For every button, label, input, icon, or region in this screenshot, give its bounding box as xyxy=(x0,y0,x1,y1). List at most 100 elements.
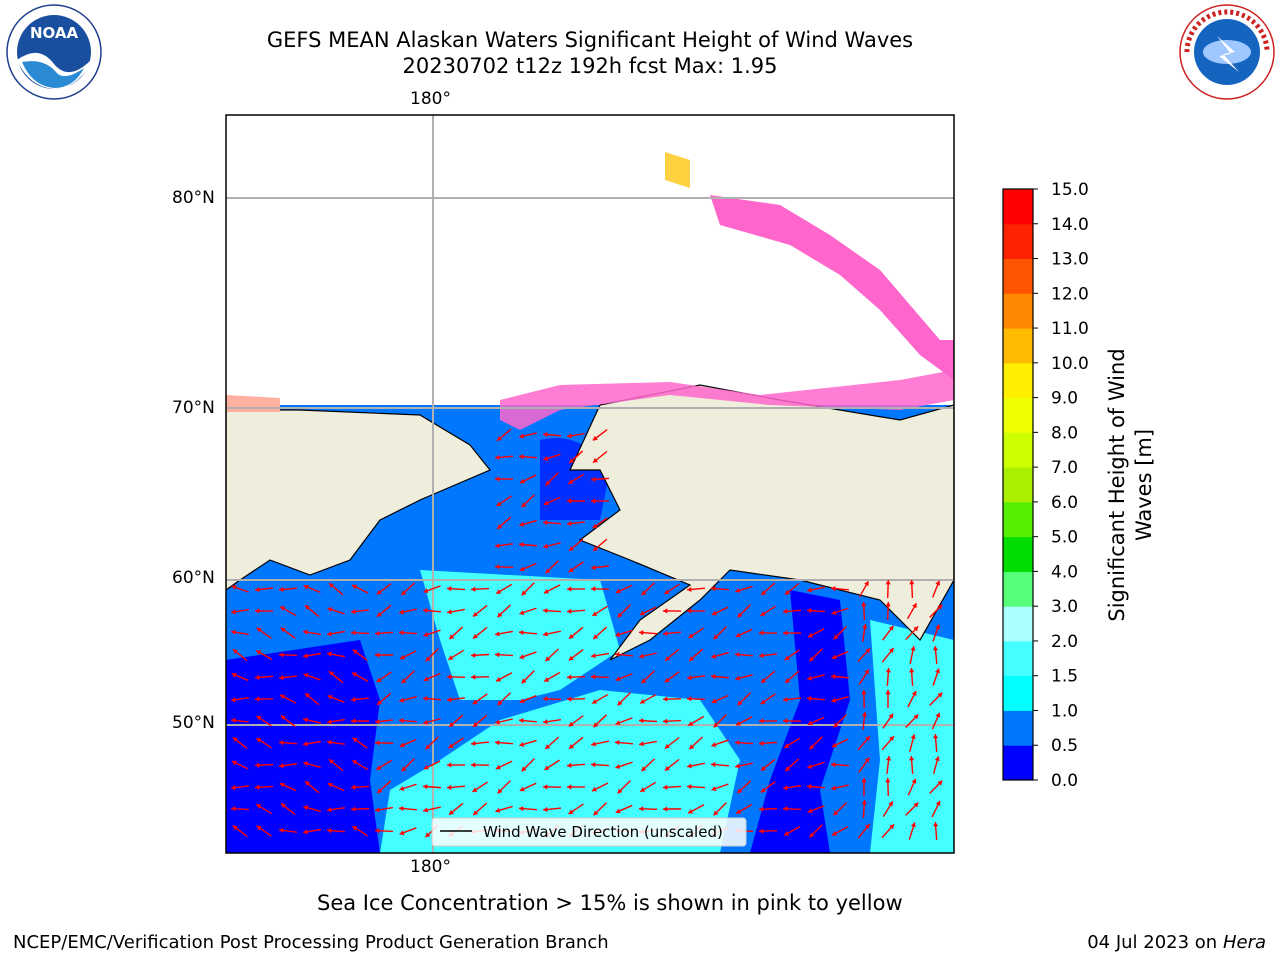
wave-direction-arrowhead xyxy=(711,610,717,616)
wave-direction-arrowhead xyxy=(912,603,917,609)
colorbar-tick-label: 1.0 xyxy=(1051,701,1078,721)
wave-direction-arrowhead xyxy=(784,743,790,748)
wave-direction-arrowhead xyxy=(735,632,741,638)
wave-direction-arrowhead xyxy=(937,604,943,610)
wave-direction-arrowhead xyxy=(909,668,915,673)
colorbar-segment xyxy=(1003,467,1033,503)
wave-direction-arrowhead xyxy=(255,586,260,593)
wave-direction-arrowhead xyxy=(865,648,871,654)
wave-direction-arrowhead xyxy=(327,739,332,745)
wave-direction-arrowhead xyxy=(447,762,452,768)
wave-direction-arrowhead xyxy=(783,696,788,703)
wave-direction-arrowhead xyxy=(425,656,431,662)
wave-direction-arrowhead xyxy=(423,676,429,682)
wave-direction-arrowhead xyxy=(521,766,527,772)
wave-direction-arrowhead xyxy=(303,829,308,835)
wave-direction-arrowhead xyxy=(233,649,238,655)
wave-direction-arrowhead xyxy=(639,630,644,636)
wave-direction-arrowhead xyxy=(519,521,525,527)
wave-direction-arrowhead xyxy=(711,698,717,704)
wave-direction-arrowhead xyxy=(543,696,548,702)
wave-direction-arrowhead xyxy=(737,612,743,618)
wave-direction-arrowhead xyxy=(784,655,790,661)
wave-direction-arrowhead xyxy=(567,498,572,504)
land-alaska xyxy=(569,384,954,661)
wave-direction-arrowhead xyxy=(807,632,813,638)
wave-direction-arrowhead xyxy=(423,696,428,702)
chart-title: GEFS MEAN Alaskan Waters Significant Hei… xyxy=(266,28,914,52)
svg-text:NOAA: NOAA xyxy=(30,24,79,42)
wave-direction-arrowhead xyxy=(231,672,237,678)
wave-direction-arrowhead xyxy=(567,784,572,790)
wave-direction-arrowhead xyxy=(279,782,285,788)
wave-direction-arrowhead xyxy=(567,433,572,439)
wave-direction-arrowhead xyxy=(303,673,309,678)
wave-direction-arrowhead xyxy=(888,801,893,807)
wave-direction-arrowhead xyxy=(687,763,692,769)
wave-direction-arrowhead xyxy=(399,830,405,836)
wave-direction-arrowhead xyxy=(807,808,813,814)
wave-direction-arrowhead xyxy=(327,694,333,700)
wave-direction-arrowhead xyxy=(521,590,527,596)
wave-direction-arrowhead xyxy=(544,677,550,682)
colorbar-segment xyxy=(1003,571,1033,607)
wave-direction-arrowhead xyxy=(495,719,501,725)
wave-direction-arrowhead xyxy=(449,634,455,640)
wave-direction-arrowhead xyxy=(807,675,813,681)
wave-direction-arrowhead xyxy=(471,652,476,658)
wave-direction-arrowhead xyxy=(831,654,837,660)
wave-direction-arrowhead xyxy=(591,762,596,768)
wave-direction-arrowhead xyxy=(759,806,764,812)
wave-direction-arrowhead xyxy=(231,806,236,812)
wave-direction-arrowhead xyxy=(783,718,788,724)
colorbar-tick-label: 14.0 xyxy=(1051,215,1089,235)
wave-direction-arrowhead xyxy=(543,520,548,526)
colorbar-segment xyxy=(1003,223,1033,260)
colorbar-tick-label: 6.0 xyxy=(1051,493,1078,513)
wave-direction-arrowhead xyxy=(232,737,238,743)
wave-direction-arrowhead xyxy=(888,647,894,653)
wave-direction-arrowhead xyxy=(885,602,891,607)
wave-direction-arrowhead xyxy=(913,714,919,720)
wave-direction-arrowhead xyxy=(399,697,405,703)
wave-direction-arrowhead xyxy=(519,433,524,439)
wave-direction-arrowhead xyxy=(591,741,596,747)
wave-direction-arrowhead xyxy=(279,586,284,592)
lat-label-80: 80°N xyxy=(172,188,215,208)
wave-direction-arrowhead xyxy=(807,720,813,726)
wave-direction-arrowhead xyxy=(593,634,599,640)
wave-direction-arrowhead xyxy=(279,652,284,658)
wave-direction-arrowhead xyxy=(592,435,598,441)
wave-direction-arrowhead xyxy=(617,788,623,794)
colorbar-title-line1: Significant Height of Wind xyxy=(1105,348,1129,621)
wave-direction-arrowhead xyxy=(807,763,813,769)
wave-direction-arrowhead xyxy=(591,564,596,571)
wave-direction-arrowhead xyxy=(711,742,717,747)
wave-direction-arrowhead xyxy=(615,652,620,658)
wave-direction-arrowhead xyxy=(687,696,692,702)
wave-direction-arrowhead xyxy=(327,828,332,834)
wave-direction-arrowhead xyxy=(449,722,455,727)
wave-direction-arrowhead xyxy=(303,653,308,659)
wave-direction-arrowhead xyxy=(543,543,549,549)
wave-direction-arrowhead xyxy=(279,740,284,746)
wave-direction-arrowhead xyxy=(399,806,404,812)
wave-direction-arrowhead xyxy=(305,781,311,786)
wave-direction-arrowhead xyxy=(711,762,716,768)
wave-direction-arrowhead xyxy=(352,672,358,677)
footer-left: NCEP/EMC/Verification Post Processing Pr… xyxy=(13,932,609,953)
wave-direction-arrowhead xyxy=(543,806,548,813)
wave-direction-arrowhead xyxy=(495,454,500,460)
legend-label: Wind Wave Direction (unscaled) xyxy=(483,823,723,841)
wave-direction-arrowhead xyxy=(327,719,332,725)
sea-ice-chukchi xyxy=(500,370,954,430)
wave-direction-arrowhead xyxy=(761,590,767,596)
wave-direction-arrowhead xyxy=(809,832,815,838)
wave-direction-arrowhead xyxy=(639,806,644,812)
wave-direction-arrowhead xyxy=(495,476,500,482)
wave-direction-arrowhead xyxy=(832,831,838,836)
wave-direction-arrowhead xyxy=(279,763,284,769)
wave-direction-arrowhead xyxy=(592,457,598,463)
wave-direction-arrowhead xyxy=(759,630,764,636)
wave-direction-arrowhead xyxy=(231,785,236,791)
